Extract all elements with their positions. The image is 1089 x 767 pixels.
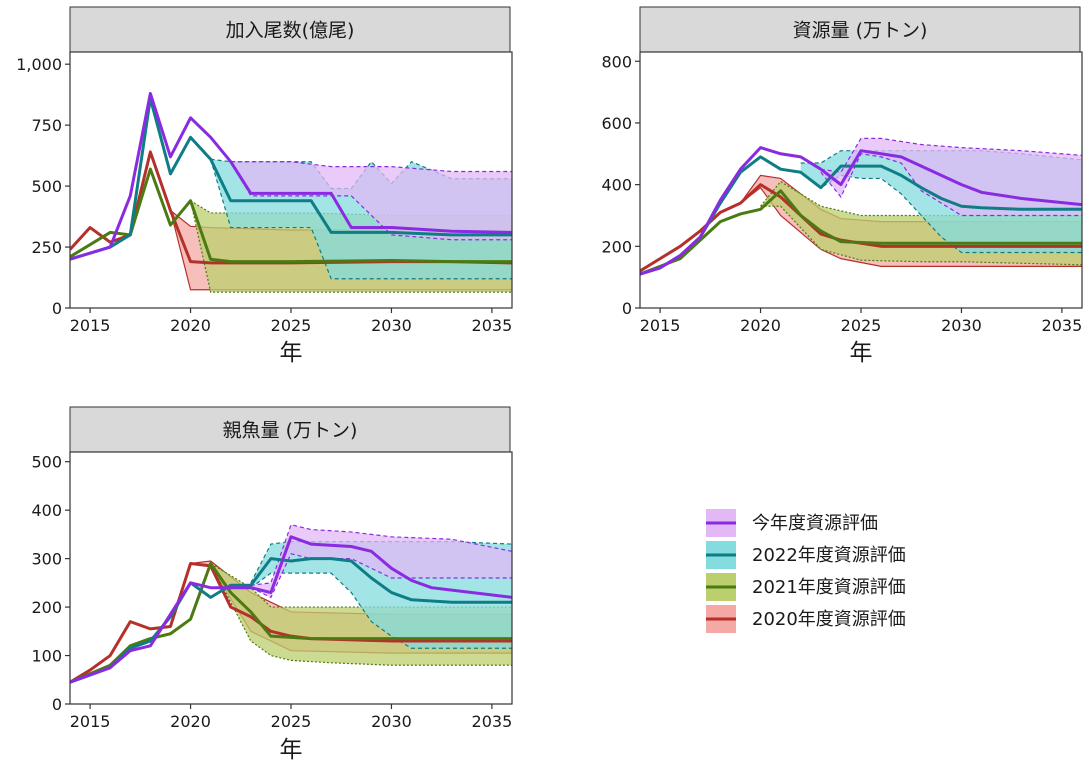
plot-body <box>70 91 512 293</box>
band-current <box>230 161 512 240</box>
band-upper-current <box>250 523 512 586</box>
series-line-current <box>70 535 512 684</box>
x-tick-label: 2020 <box>740 316 781 335</box>
x-tick-label: 2025 <box>271 316 312 335</box>
series-line-current <box>640 146 1082 276</box>
facet-strip <box>69 6 511 53</box>
x-tick-label: 2020 <box>170 712 211 731</box>
x-tick-label: 2015 <box>640 316 681 335</box>
facet-strip <box>69 406 511 453</box>
panel-spawning-stock: 親魚量 (万トン) 0 100 200 300 400 500 2015 2020 2025 203… <box>31 406 513 763</box>
y-tick-label: 500 <box>31 453 62 472</box>
panel-biomass: 資源量 (万トン) 0 200 400 600 800 2015 2020 2025 2030 20… <box>601 6 1083 366</box>
panel-recruitment: 加入尾数(億尾) 0 250 500 750 1,000 2015 2020 2025 2030 2… <box>16 6 513 366</box>
y-tick-label: 400 <box>601 176 632 195</box>
series-line-y2021 <box>70 561 512 684</box>
y-tick-label: 300 <box>31 550 62 569</box>
y-tick-label: 200 <box>31 598 62 617</box>
y-tick-label: 1,000 <box>16 55 62 74</box>
band-lower-current <box>230 161 512 241</box>
x-tick-label: 2015 <box>70 712 111 731</box>
series-line-y2021 <box>70 167 512 264</box>
legend-label-y2022: 2022年度資源評価 <box>752 545 906 566</box>
band-current <box>820 138 1082 216</box>
x-tick-label: 2030 <box>941 316 982 335</box>
series-line-y2022 <box>70 96 512 261</box>
facet-title: 資源量 (万トン) <box>793 20 928 42</box>
legend-label-y2021: 2021年度資源評価 <box>752 577 906 598</box>
band-lower-y2022 <box>250 572 512 649</box>
y-tick-label: 100 <box>31 647 62 666</box>
x-tick-label: 2025 <box>841 316 882 335</box>
facet-title: 親魚量 (万トン) <box>223 420 358 442</box>
y-tick-label: 0 <box>52 695 62 714</box>
series-line-y2022 <box>70 557 512 684</box>
x-tick-label: 2020 <box>170 316 211 335</box>
y-tick-label: 750 <box>31 116 62 135</box>
plot-body <box>70 523 512 684</box>
x-tick-label: 2035 <box>1042 316 1083 335</box>
series-line-y2021 <box>640 189 1082 276</box>
band-lower-y2020 <box>740 186 1082 267</box>
x-tick-label: 2035 <box>472 712 513 731</box>
y-tick-label: 0 <box>622 299 632 318</box>
band-upper-current <box>820 137 1082 173</box>
band-upper-current <box>230 161 512 173</box>
legend: 今年度資源評価 2022年度資源評価 2021年度資源評価 2020年度資源評価 <box>706 509 906 633</box>
series-line-current <box>70 91 512 261</box>
y-tick-label: 600 <box>601 114 632 133</box>
y-tick-label: 500 <box>31 177 62 196</box>
band-lower-current <box>820 153 1082 217</box>
band-lower-current <box>250 553 512 599</box>
y-tick-label: 400 <box>31 501 62 520</box>
x-tick-label: 2030 <box>371 316 412 335</box>
band-lower-y2021 <box>760 205 1082 266</box>
x-tick-label: 2025 <box>271 712 312 731</box>
plot-body <box>640 137 1082 276</box>
x-tick-label: 2035 <box>472 316 513 335</box>
x-axis-label: 年 <box>850 340 873 366</box>
facet-title: 加入尾数(億尾) <box>226 20 355 42</box>
x-axis-label: 年 <box>280 737 303 763</box>
y-tick-label: 800 <box>601 52 632 71</box>
x-axis-label: 年 <box>280 340 303 366</box>
y-tick-label: 250 <box>31 238 62 257</box>
x-tick-label: 2015 <box>70 316 111 335</box>
legend-label-current: 今年度資源評価 <box>752 513 878 534</box>
legend-label-y2020: 2020年度資源評価 <box>752 609 906 630</box>
y-tick-label: 0 <box>52 299 62 318</box>
series-line-y2020 <box>640 183 1082 273</box>
x-tick-label: 2030 <box>371 712 412 731</box>
y-tick-label: 200 <box>601 237 632 256</box>
